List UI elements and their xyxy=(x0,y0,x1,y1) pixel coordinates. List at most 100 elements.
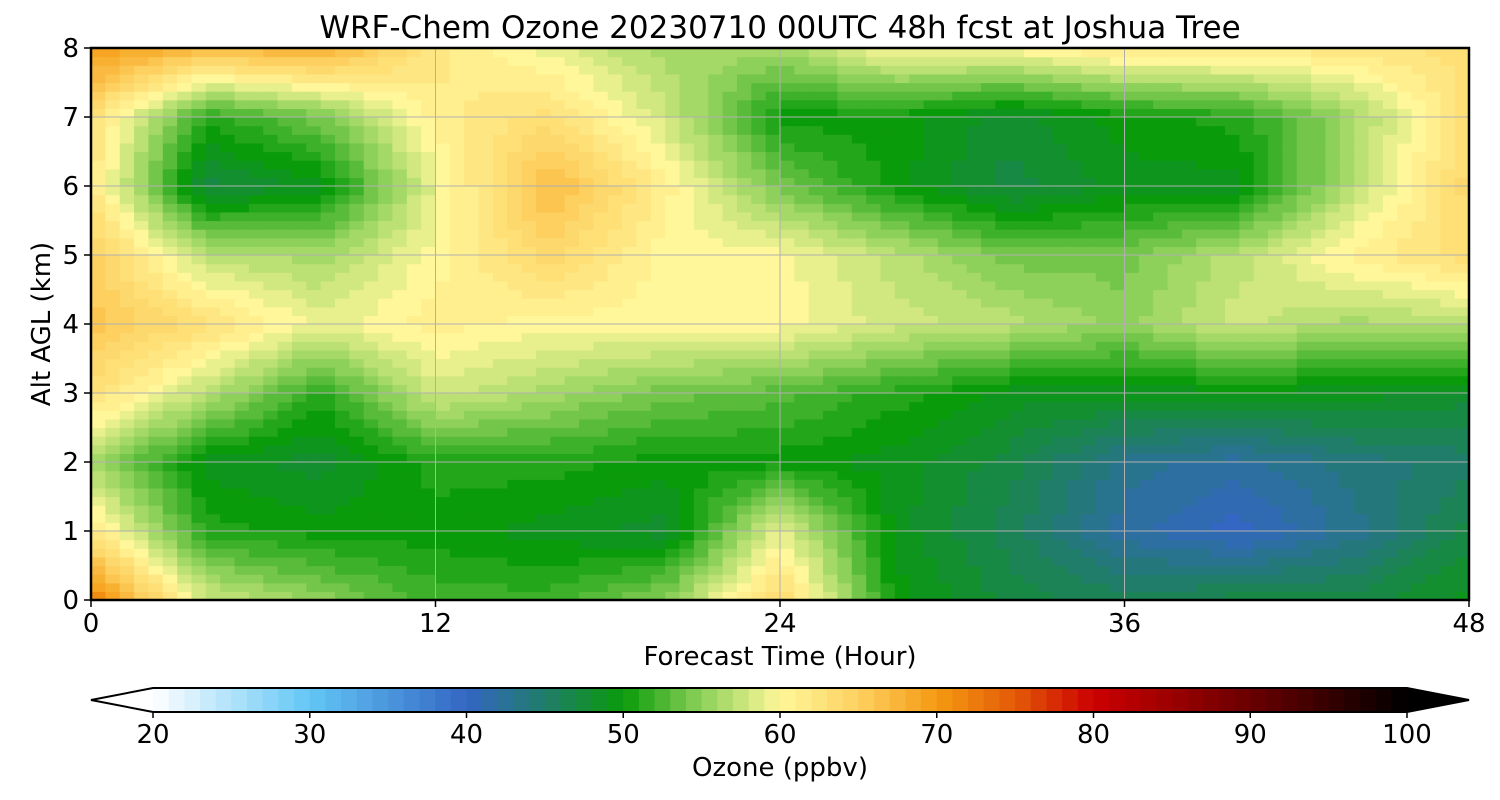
heatmap-cell xyxy=(808,410,824,420)
heatmap-cell xyxy=(1325,203,1341,213)
heatmap-cell xyxy=(909,384,925,394)
heatmap-cell xyxy=(1167,211,1183,222)
heatmap-cell xyxy=(1167,574,1183,584)
heatmap-cell xyxy=(708,505,724,515)
heatmap-cell xyxy=(1339,462,1355,472)
heatmap-cell xyxy=(521,186,537,196)
heatmap-cell xyxy=(1268,211,1283,222)
heatmap-cell xyxy=(535,470,551,480)
heatmap-cell xyxy=(880,479,896,489)
heatmap-cell xyxy=(1425,548,1441,558)
heatmap-cell xyxy=(550,531,566,541)
heatmap-cell xyxy=(492,160,508,170)
heatmap-cell xyxy=(406,263,422,273)
heatmap-cell xyxy=(277,496,293,506)
heatmap-cell xyxy=(191,280,207,291)
heatmap-cell xyxy=(205,505,221,515)
heatmap-cell xyxy=(1052,246,1068,256)
heatmap-cell xyxy=(220,272,236,282)
heatmap-cell xyxy=(923,574,939,584)
heatmap-cell xyxy=(1081,289,1097,299)
heatmap-cell xyxy=(363,332,379,342)
heatmap-cell xyxy=(894,186,910,196)
heatmap-cell xyxy=(622,565,638,575)
heatmap-cell xyxy=(1024,341,1039,351)
heatmap-cell xyxy=(593,375,609,385)
heatmap-cell xyxy=(823,522,839,532)
heatmap-cell xyxy=(1425,220,1441,230)
heatmap-cell xyxy=(521,522,537,532)
heatmap-cell xyxy=(478,513,494,523)
heatmap-cell xyxy=(306,280,322,291)
heatmap-cell xyxy=(277,418,293,429)
heatmap-cell xyxy=(1397,246,1413,256)
heatmap-cell xyxy=(1368,375,1384,385)
heatmap-cell xyxy=(119,539,135,549)
heatmap-cell xyxy=(751,393,767,403)
heatmap-cell xyxy=(823,324,839,334)
heatmap-cell xyxy=(392,272,408,282)
heatmap-cell xyxy=(421,444,437,454)
heatmap-cell xyxy=(1425,496,1441,506)
heatmap-cell xyxy=(277,444,293,454)
heatmap-cell xyxy=(765,367,781,377)
heatmap-cell xyxy=(736,444,752,454)
heatmap-cell xyxy=(765,203,781,213)
heatmap-cell xyxy=(1095,531,1111,541)
heatmap-cell xyxy=(378,393,394,403)
heatmap-cell xyxy=(1210,479,1226,489)
heatmap-cell xyxy=(1454,444,1469,454)
heatmap-cell xyxy=(650,306,666,316)
heatmap-cell xyxy=(650,531,666,541)
heatmap-cell xyxy=(650,289,666,299)
heatmap-cell xyxy=(794,582,810,592)
heatmap-cell xyxy=(1411,418,1427,429)
heatmap-cell xyxy=(134,324,150,334)
heatmap-cell xyxy=(1382,186,1398,196)
heatmap-cell xyxy=(1368,229,1384,239)
heatmap-cell xyxy=(148,186,164,196)
heatmap-cell xyxy=(1196,565,1212,575)
heatmap-cell xyxy=(1067,591,1083,600)
heatmap-cell xyxy=(564,531,580,541)
heatmap-cell xyxy=(392,255,408,265)
heatmap-cell xyxy=(449,280,465,291)
heatmap-cell xyxy=(191,565,207,575)
heatmap-cell xyxy=(392,556,408,567)
heatmap-cell xyxy=(1124,548,1140,558)
heatmap-cell xyxy=(622,375,638,385)
heatmap-cell xyxy=(1067,505,1083,515)
heatmap-cell xyxy=(1296,194,1312,204)
heatmap-cell xyxy=(1024,427,1039,437)
heatmap-cell xyxy=(335,168,350,178)
heatmap-cell xyxy=(263,574,279,584)
heatmap-cell xyxy=(780,436,795,446)
heatmap-cell xyxy=(191,574,207,584)
heatmap-cell xyxy=(205,246,221,256)
heatmap-cell xyxy=(421,349,437,360)
heatmap-cell xyxy=(1440,574,1456,584)
heatmap-cell xyxy=(248,289,264,299)
heatmap-cell xyxy=(1382,194,1398,204)
heatmap-cell xyxy=(478,194,494,204)
heatmap-cell xyxy=(851,410,867,420)
heatmap-cell xyxy=(722,375,738,385)
heatmap-cell xyxy=(263,393,279,403)
heatmap-cell xyxy=(1339,487,1355,498)
heatmap-cell xyxy=(1296,436,1312,446)
heatmap-cell xyxy=(751,263,767,273)
heatmap-cell xyxy=(1411,280,1427,291)
heatmap-cell xyxy=(1110,211,1126,222)
heatmap-cell xyxy=(1311,151,1327,161)
heatmap-cell xyxy=(1339,203,1355,213)
heatmap-cell xyxy=(177,186,193,196)
heatmap-cell xyxy=(1239,298,1255,308)
heatmap-cell xyxy=(1411,168,1427,178)
heatmap-cell xyxy=(966,591,982,600)
heatmap-cell xyxy=(134,436,150,446)
heatmap-cell xyxy=(535,220,551,230)
heatmap-cell xyxy=(1268,203,1283,213)
heatmap-cell xyxy=(1181,358,1197,368)
heatmap-cell xyxy=(593,160,609,170)
heatmap-cell xyxy=(1196,324,1212,334)
